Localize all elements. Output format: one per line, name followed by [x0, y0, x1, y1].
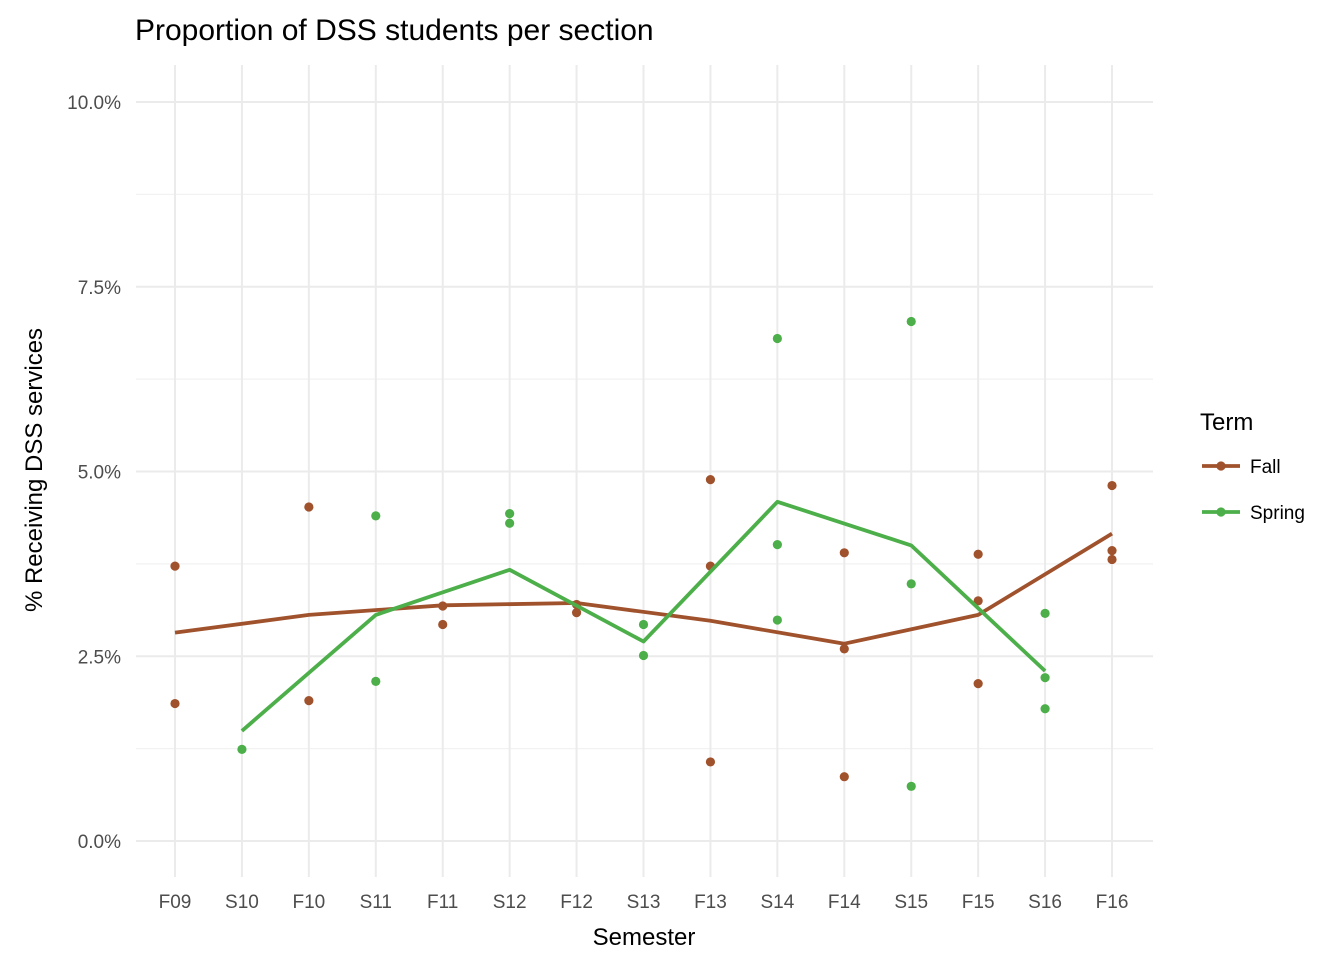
x-tick-label: F16: [1096, 892, 1129, 913]
data-point-spring: [505, 518, 515, 528]
x-axis-ticks: F09 S10 F10 S11 F11 S12 F12 S13 F13 S14 F14 S15 F15 S…: [159, 892, 1129, 913]
data-point-fall: [973, 549, 983, 559]
y-tick-label: 7.5%: [78, 278, 121, 299]
data-point-fall: [571, 608, 582, 618]
data-point-fall: [839, 548, 849, 558]
data-point-spring: [371, 511, 381, 521]
data-point-fall: [304, 502, 314, 512]
chart-title: Proportion of DSS students per section: [135, 14, 654, 47]
data-point-fall: [170, 561, 180, 571]
data-point-spring: [638, 650, 649, 661]
data-point-spring: [772, 540, 782, 550]
series-spring: [237, 316, 1050, 791]
x-tick-label: S10: [225, 892, 259, 913]
data-point-fall: [973, 678, 983, 689]
data-point-fall: [839, 644, 849, 654]
x-tick-label: F12: [560, 892, 593, 913]
legend: Term Fall Spring: [1200, 409, 1305, 524]
data-point-fall: [1107, 545, 1117, 556]
data-point-fall: [1107, 480, 1117, 491]
y-tick-label: 10.0%: [67, 93, 121, 114]
data-point-fall: [170, 698, 180, 709]
data-point-fall: [304, 695, 314, 706]
x-tick-label: F11: [427, 892, 458, 913]
trend-line-fall: [174, 531, 1113, 646]
legend-label-spring: Spring: [1250, 503, 1305, 524]
x-tick-label: S14: [760, 892, 794, 913]
y-tick-label: 5.0%: [78, 463, 121, 484]
data-point-fall: [705, 475, 716, 485]
x-tick-label: S13: [627, 892, 661, 913]
x-tick-label: F13: [694, 892, 727, 913]
x-tick-label: S11: [360, 892, 392, 913]
data-point-spring: [772, 615, 782, 625]
grid: [136, 65, 1153, 877]
data-point-spring: [638, 619, 649, 630]
data-point-fall: [1107, 554, 1117, 565]
data-point-spring: [371, 676, 381, 686]
y-tick-label: 0.0%: [78, 832, 121, 853]
x-tick-label: F14: [828, 892, 861, 913]
x-tick-label: S16: [1028, 892, 1062, 913]
data-point-spring: [906, 316, 916, 327]
x-tick-label: F09: [159, 892, 192, 913]
data-point-fall: [705, 757, 716, 767]
series-fall: [170, 475, 1117, 782]
legend-key-spring: [1202, 507, 1240, 517]
data-point-fall: [438, 619, 448, 630]
data-point-spring: [1040, 673, 1050, 683]
trend-line-spring: [240, 499, 1047, 733]
x-axis-title: Semester: [593, 924, 696, 951]
y-tick-label: 2.5%: [78, 647, 121, 668]
data-point-spring: [906, 579, 916, 589]
legend-key-fall: [1202, 461, 1240, 471]
data-point-spring: [505, 509, 515, 519]
data-point-fall: [839, 772, 849, 782]
x-tick-label: F10: [292, 892, 325, 913]
data-point-spring: [1040, 704, 1050, 714]
data-point-spring: [1040, 608, 1050, 618]
x-tick-label: S15: [894, 892, 928, 913]
data-point-spring: [772, 333, 782, 344]
legend-key-point: [1216, 461, 1226, 471]
data-point-fall: [973, 596, 983, 606]
x-tick-label: S12: [493, 892, 527, 913]
y-axis-title: % Receiving DSS services: [21, 328, 48, 612]
legend-label-fall: Fall: [1250, 457, 1281, 478]
x-tick-label: F15: [962, 892, 995, 913]
data-point-spring: [237, 744, 247, 754]
y-axis-ticks: 0.0% 2.5% 5.0% 7.5% 10.0%: [67, 93, 121, 853]
data-point-spring: [906, 781, 916, 791]
legend-key-point: [1216, 507, 1226, 517]
series-layer: [170, 316, 1117, 791]
legend-title: Term: [1200, 409, 1253, 436]
